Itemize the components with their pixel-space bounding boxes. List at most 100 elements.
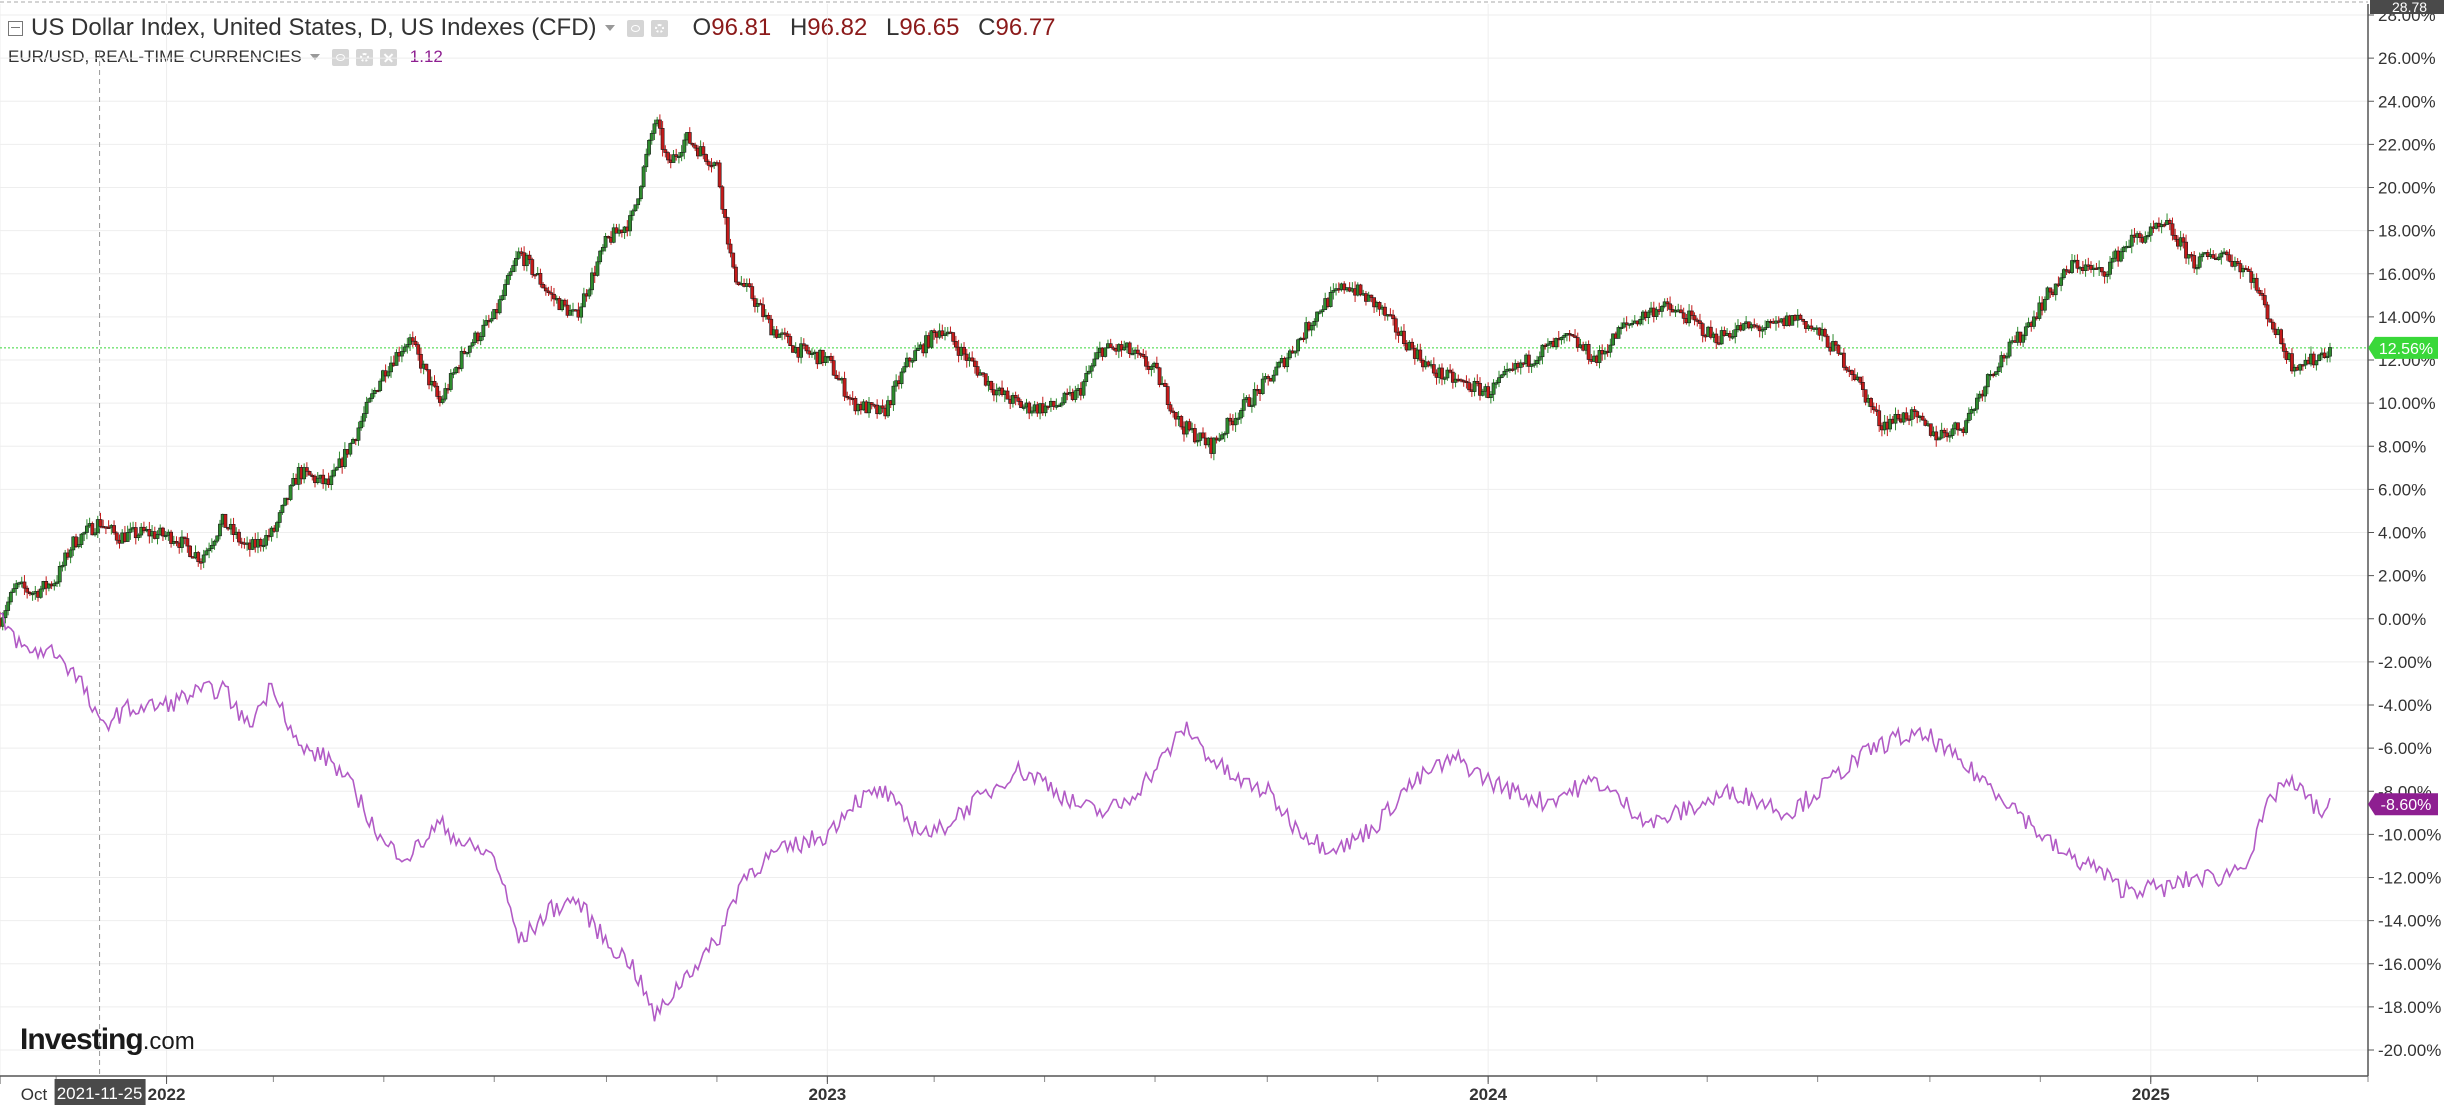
chevron-down-icon[interactable] — [309, 54, 320, 60]
candle-body — [2146, 235, 2150, 238]
eurusd-last-badge — [2368, 793, 2438, 816]
x-axis-tick-label: 2024 — [1469, 1085, 1507, 1104]
candle-body — [1163, 382, 1167, 387]
candle-body — [603, 236, 608, 248]
candle-body — [801, 343, 806, 346]
y-axis-tick-label: 22.00% — [2378, 135, 2436, 154]
candle-body — [628, 215, 632, 232]
candle-body — [1934, 431, 1939, 441]
candle-body — [459, 350, 464, 369]
candle-body — [361, 413, 366, 422]
candle-body — [1692, 315, 1697, 321]
candle-body — [1950, 428, 1955, 436]
candle-body — [1985, 374, 1990, 388]
candle-body — [1532, 363, 1537, 366]
candle-body — [394, 352, 399, 366]
candle-body — [1309, 325, 1314, 331]
candle-body — [489, 318, 494, 322]
candle-body — [2298, 364, 2303, 371]
candle-body — [1342, 283, 1347, 291]
y-axis-tick-label: 20.00% — [2378, 179, 2436, 198]
candle-body — [1801, 319, 1806, 322]
candle-body — [356, 427, 361, 441]
candle-body — [1665, 301, 1670, 305]
candle-body — [1135, 349, 1140, 354]
candle-body — [1841, 352, 1846, 368]
candle-body — [1236, 417, 1241, 420]
chevron-down-icon[interactable] — [604, 25, 615, 31]
candle-body — [1760, 329, 1765, 332]
candle-body — [2061, 269, 2066, 279]
candle-body — [2059, 277, 2064, 286]
candle-body — [1144, 356, 1148, 367]
candle-body — [2184, 241, 2188, 259]
candle-body — [155, 534, 160, 539]
candle-body — [1241, 399, 1246, 411]
candle-body — [370, 393, 374, 399]
candle-body — [902, 366, 907, 373]
candle-body — [329, 475, 334, 485]
candle-body — [136, 534, 141, 539]
main-series-title[interactable]: US Dollar Index, United States, D, US In… — [31, 14, 597, 41]
candle-body — [484, 320, 488, 326]
candle-body — [1975, 397, 1979, 410]
candle-body — [1021, 406, 1026, 409]
candle-body — [497, 299, 502, 314]
candle-body — [2037, 302, 2042, 319]
candle-body — [1654, 309, 1659, 317]
investing-logo: Investing.com — [20, 1023, 195, 1057]
candle-body — [207, 548, 212, 552]
candle-body — [1722, 330, 1727, 336]
eye-icon[interactable] — [626, 19, 644, 37]
candle-body — [717, 162, 722, 188]
candle-body — [1518, 362, 1523, 368]
candle-body — [807, 350, 812, 355]
candle-body — [630, 210, 635, 216]
candle-body — [275, 522, 279, 532]
candle-body — [1809, 325, 1814, 329]
candle-body — [410, 337, 415, 342]
candle-body — [55, 581, 59, 584]
candle-body — [1858, 376, 1863, 383]
candle-body — [636, 198, 641, 206]
candle-body — [891, 385, 896, 406]
candle-body — [413, 340, 418, 345]
candle-body — [1418, 349, 1423, 361]
gear-icon[interactable] — [355, 48, 373, 66]
collapse-legend-icon[interactable] — [8, 20, 23, 36]
candle-body — [378, 380, 383, 391]
y-axis-tick-label: -12.00% — [2378, 869, 2441, 888]
x-axis-tick-label: 2023 — [808, 1085, 846, 1104]
candle-body — [492, 309, 497, 320]
y-axis-tick-label: -2.00% — [2378, 653, 2432, 672]
gear-icon[interactable] — [650, 19, 668, 37]
candle-body — [1030, 410, 1034, 414]
candle-body — [1491, 382, 1496, 395]
candle-body — [587, 289, 592, 297]
candle-body — [1939, 429, 1944, 439]
candle-body — [886, 400, 890, 417]
candle-body — [1825, 335, 1830, 348]
candle-body — [1062, 392, 1067, 404]
candle-body — [2170, 223, 2175, 236]
candle-body — [1440, 367, 1444, 380]
candle-body — [2045, 287, 2050, 300]
candle-body — [1836, 344, 1841, 354]
candle-body — [451, 372, 456, 375]
candle-body — [1994, 371, 1998, 375]
y-axis-tick-label: 6.00% — [2378, 480, 2426, 499]
candle-body — [1312, 320, 1317, 326]
candle-body — [2075, 259, 2080, 269]
close-icon[interactable] — [379, 48, 397, 66]
candle-body — [774, 329, 779, 338]
candle-body — [1480, 390, 1485, 396]
eye-icon[interactable] — [331, 48, 349, 66]
candle-body — [2195, 267, 2199, 270]
compare-series-title[interactable]: EUR/USD, REAL-TIME CURRENCIES — [8, 47, 302, 66]
candle-body — [2053, 283, 2058, 296]
candle-body — [1730, 336, 1735, 339]
candle-body — [1252, 388, 1257, 406]
candle-body — [728, 243, 733, 254]
candle-body — [1057, 404, 1061, 407]
